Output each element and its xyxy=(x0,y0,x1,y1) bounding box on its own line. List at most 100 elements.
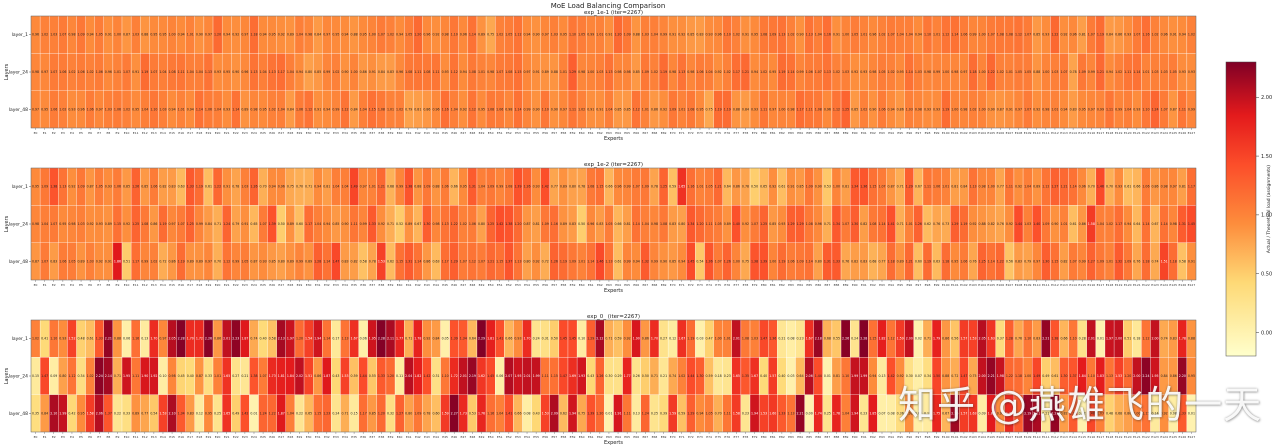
cell-value-label: 1.36 xyxy=(706,259,713,263)
cell-value-label: 0.97 xyxy=(1088,107,1095,111)
cell-value-label: 0.94 xyxy=(269,185,276,189)
cell-value-label: 1.09 xyxy=(41,185,48,189)
cell-value-label: 1.03 xyxy=(241,185,248,189)
expert-tick-label: E62 xyxy=(597,283,603,287)
cell-value-label: 0.98 xyxy=(651,222,658,226)
cell-value-label: 1.26 xyxy=(551,259,558,263)
expert-tick-label: E27 xyxy=(278,435,284,439)
cell-value-label: 1.19 xyxy=(924,259,931,263)
cell-value-label: 0.24 xyxy=(851,337,858,341)
cell-value-label: 0.68 xyxy=(824,337,831,341)
cell-value-label: 0.78 xyxy=(232,185,239,189)
cell-value-label: 0.85 xyxy=(624,107,631,111)
expert-tick-label: E110 xyxy=(1033,131,1041,135)
row-label: layer_24 xyxy=(9,222,28,228)
cell-value-label: 1.12 xyxy=(451,70,458,74)
cell-value-label: 0.93 xyxy=(706,33,713,37)
cell-value-label: 0.13 xyxy=(633,411,640,415)
cell-value-label: 1.46 xyxy=(596,259,603,263)
cell-value-label: 0.21 xyxy=(778,337,785,341)
cell-value-label: 2.11 xyxy=(1033,411,1040,415)
cell-value-label: 0.91 xyxy=(241,222,248,226)
cell-value-label: 0.93 xyxy=(68,107,75,111)
cell-value-label: 0.92 xyxy=(533,259,540,263)
cell-value-label: 1.09 xyxy=(569,259,576,263)
expert-tick-label: E92 xyxy=(870,131,876,135)
cell-value-label: 1.11 xyxy=(132,374,139,378)
cell-value-label: 0.54 xyxy=(696,259,703,263)
expert-tick-label: E44 xyxy=(433,283,439,287)
expert-tick-label: E111 xyxy=(1042,283,1050,287)
cell-value-label: 1.06 xyxy=(960,259,967,263)
cell-value-label: 1.06 xyxy=(59,70,66,74)
cell-value-label: 1.00 xyxy=(769,259,776,263)
cell-value-label: 0.86 xyxy=(651,107,658,111)
cell-value-label: 0.09 xyxy=(50,374,57,378)
cell-value-label: 0.49 xyxy=(232,411,239,415)
expert-tick-label: E13 xyxy=(151,283,157,287)
cell-value-label: 0.89 xyxy=(287,259,294,263)
cell-value-label: 0.39 xyxy=(660,411,667,415)
cell-value-label: 1.49 xyxy=(1033,374,1040,378)
expert-tick-label: E67 xyxy=(642,131,648,135)
cell-value-label: 1.82 xyxy=(414,374,421,378)
cell-value-label: 1.04 xyxy=(214,107,221,111)
expert-tick-label: E23 xyxy=(242,131,248,135)
cell-value-label: 0.98 xyxy=(915,107,922,111)
cell-value-label: 1.45 xyxy=(687,259,694,263)
cell-value-label: 0.93 xyxy=(223,107,230,111)
cell-value-label: 1.07 xyxy=(842,222,849,226)
cell-value-label: 1.14 xyxy=(587,259,594,263)
cell-value-label: 1.13 xyxy=(205,70,212,74)
cell-value-label: 0.92 xyxy=(742,222,749,226)
cell-value-label: 0.67 xyxy=(942,411,949,415)
cell-value-label: 0.92 xyxy=(1033,107,1040,111)
cell-value-label: 0.79 xyxy=(1024,259,1031,263)
expert-tick-label: E48 xyxy=(470,283,476,287)
expert-tick-label: E64 xyxy=(615,131,621,135)
cell-value-label: 1.30 xyxy=(1042,259,1049,263)
cell-value-label: 0.61 xyxy=(1070,222,1077,226)
cell-value-label: 0.59 xyxy=(351,374,358,378)
expert-tick-label: E123 xyxy=(1151,283,1159,287)
expert-tick-label: E94 xyxy=(888,283,894,287)
cell-value-label: 1.07 xyxy=(478,259,485,263)
cell-value-label: 1.03 xyxy=(1024,222,1031,226)
cell-value-label: 1.01 xyxy=(114,70,121,74)
cell-value-label: 1.13 xyxy=(605,259,612,263)
expert-tick-label: E101 xyxy=(951,131,959,135)
cell-value-label: 1.04 xyxy=(332,185,339,189)
cell-value-label: 1.00 xyxy=(951,107,958,111)
cell-value-label: 0.95 xyxy=(1188,374,1195,378)
cell-value-label: 0.40 xyxy=(260,337,267,341)
cell-value-label: 1.03 xyxy=(159,107,166,111)
cell-value-label: 2.05 xyxy=(979,337,986,341)
cell-value-label: 0.23 xyxy=(742,411,749,415)
expert-tick-label: E99 xyxy=(934,283,940,287)
expert-tick-label: E51 xyxy=(497,283,503,287)
cell-value-label: 0.92 xyxy=(678,33,685,37)
cell-value-label: 0.89 xyxy=(1033,185,1040,189)
cell-value-label: 1.53 xyxy=(760,411,767,415)
cell-value-label: 0.98 xyxy=(624,70,631,74)
expert-tick-label: E73 xyxy=(697,131,703,135)
cell-value-label: 0.82 xyxy=(1060,259,1067,263)
cell-value-label: 1.03 xyxy=(596,70,603,74)
cell-value-label: 0.99 xyxy=(1115,107,1122,111)
cell-value-label: 0.89 xyxy=(105,222,112,226)
expert-tick-label: E77 xyxy=(734,283,740,287)
cell-value-label: 0.88 xyxy=(633,33,640,37)
expert-tick-label: E57 xyxy=(551,435,557,439)
expert-tick-label: E79 xyxy=(752,283,758,287)
cell-value-label: 0.98 xyxy=(669,70,676,74)
cell-value-label: 1.07 xyxy=(260,374,267,378)
cell-value-label: 1.08 xyxy=(760,33,767,37)
cell-value-label: 0.13 xyxy=(878,374,885,378)
expert-tick-label: E91 xyxy=(861,131,867,135)
cell-value-label: 0.87 xyxy=(888,185,895,189)
y-axis-label: Layers xyxy=(4,63,10,80)
cell-value-label: 1.04 xyxy=(296,33,303,37)
cell-value-label: 0.93 xyxy=(96,222,103,226)
cell-value-label: 0.01 xyxy=(250,411,257,415)
expert-tick-label: E84 xyxy=(797,131,803,135)
